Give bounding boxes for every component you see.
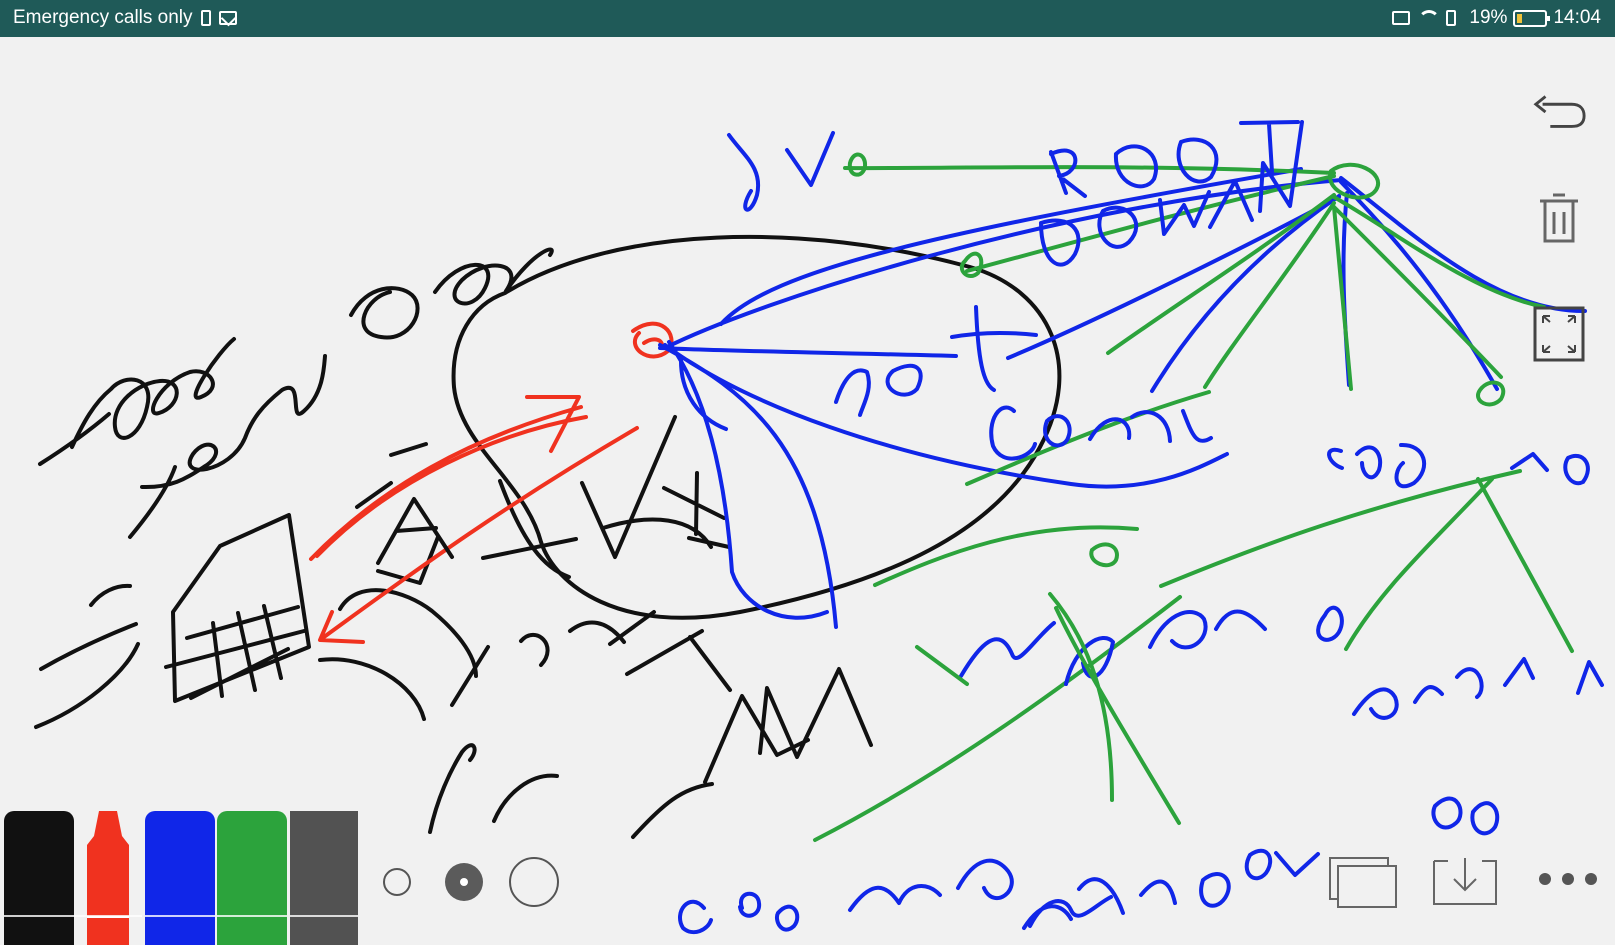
pages-icon (1329, 857, 1397, 908)
status-right: 19% 14:04 (1391, 7, 1601, 29)
fullscreen-button[interactable] (1531, 306, 1587, 362)
blue-root-domain-writing (727, 120, 1304, 461)
battery-level-fill (1517, 13, 1523, 23)
more-button[interactable] (1537, 870, 1599, 888)
selected-size-dot (460, 878, 468, 886)
expand-icon (1533, 306, 1585, 362)
mail-icon (218, 11, 237, 25)
whiteboard-canvas[interactable]: www (0, 37, 1615, 945)
sim-card-icon (200, 10, 211, 26)
black-domain-writing (38, 247, 554, 539)
status-left: Emergency calls only (13, 7, 237, 29)
red-pen-icon (87, 811, 129, 945)
blue-bottom-writing (678, 796, 1500, 935)
bottom-toolbar (0, 785, 1615, 945)
battery-percent: 19% (1469, 7, 1508, 28)
small-size-option[interactable] (383, 868, 411, 896)
status-bar: Emergency calls only 19% 14:04 (0, 0, 1615, 37)
green-node-circles (847, 152, 1506, 568)
download-button[interactable] (1430, 854, 1500, 910)
large-size-option[interactable] (509, 857, 559, 907)
red-dns-arrows (309, 321, 674, 644)
black-pen[interactable] (4, 811, 74, 945)
pages-button[interactable] (1326, 854, 1398, 910)
download-icon (1433, 858, 1497, 905)
green-pen[interactable] (217, 811, 287, 945)
green-lower-network (915, 592, 1181, 825)
battery-icon (1513, 9, 1551, 27)
gray-pen[interactable] (290, 811, 358, 945)
blue-lower-writing (959, 605, 1604, 720)
hidden-domain-left-text: www (260, 756, 262, 758)
undo-button[interactable] (1531, 83, 1587, 139)
medium-size-option[interactable] (445, 863, 483, 901)
undo-icon (1533, 95, 1586, 128)
green-connections (813, 165, 1574, 842)
blue-net-org-writing (834, 305, 1590, 489)
more-icon (1539, 873, 1597, 885)
black-interface-writing (34, 415, 873, 839)
wifi-icon (1417, 9, 1441, 27)
black-cloud-outline (451, 234, 1062, 620)
blue-pen[interactable] (145, 811, 215, 945)
clock-time: 14:04 (1553, 7, 1601, 28)
signal-icon (1443, 9, 1463, 27)
black-router-drawing (164, 513, 311, 703)
red-a-letter (355, 442, 454, 565)
trash-icon (1540, 193, 1578, 243)
status-carrier-text: Emergency calls only (13, 7, 193, 28)
delete-button[interactable] (1531, 190, 1587, 246)
cast-icon (1391, 9, 1411, 27)
red-pen[interactable] (74, 811, 142, 945)
